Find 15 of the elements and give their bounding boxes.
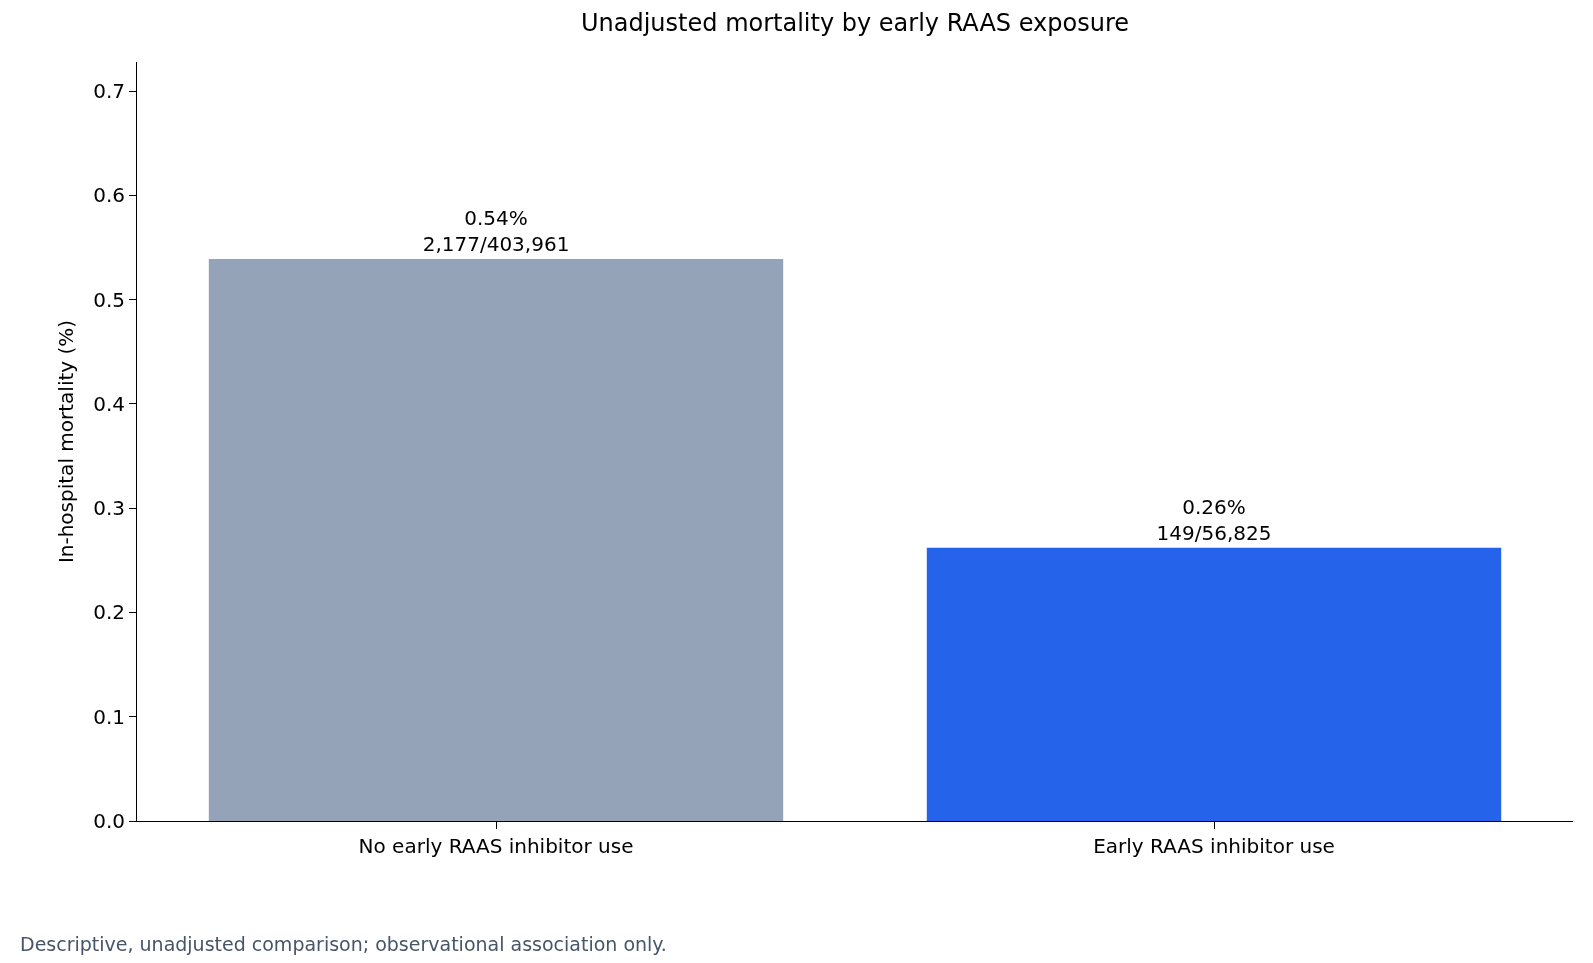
- y-tick-label: 0.2: [93, 600, 125, 625]
- y-tick-label: 0.3: [93, 496, 125, 521]
- y-tick-label: 0.6: [93, 183, 125, 208]
- y-axis-title: In-hospital mortality (%): [53, 319, 78, 564]
- y-tick-label: 0.4: [93, 391, 125, 416]
- chart-title: Unadjusted mortality by early RAAS exposure: [580, 9, 1130, 38]
- y-tick-label: 0.1: [93, 704, 125, 729]
- data-label: 0.54% 2,177/403,961: [422, 206, 570, 257]
- x-tick-label: Early RAAS inhibitor use: [1093, 834, 1335, 858]
- data-label: 0.26% 149/56,825: [1156, 494, 1272, 545]
- x-tick-label: No early RAAS inhibitor use: [358, 834, 634, 858]
- text: Descriptive, unadjusted comparison; observational association only.: [20, 933, 667, 955]
- y-tick-label: 0.5: [93, 287, 125, 312]
- y-tick-label: 0.7: [93, 79, 125, 104]
- y-tick-label: 0.0: [93, 809, 125, 833]
